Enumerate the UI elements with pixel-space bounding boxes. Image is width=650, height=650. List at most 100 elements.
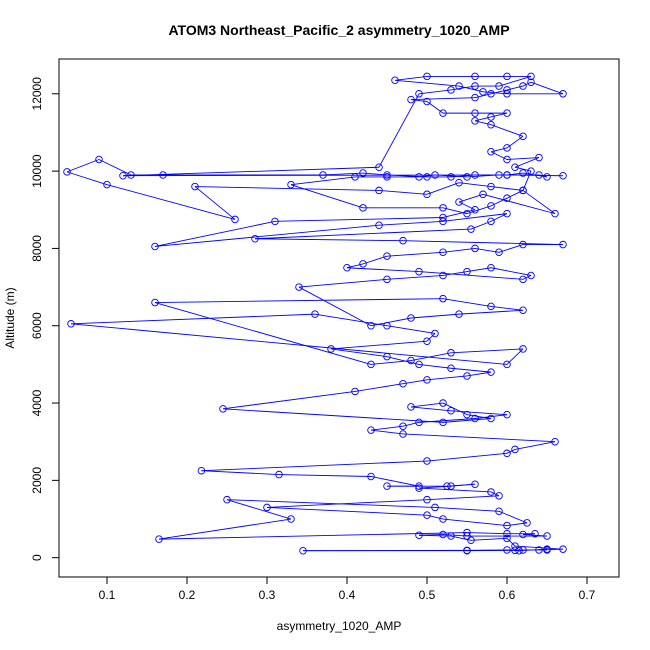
data-point: [375, 163, 383, 171]
data-point: [559, 240, 567, 249]
data-point: [471, 414, 479, 423]
series-segment: [402, 379, 428, 385]
x-tick-label: 0.7: [579, 588, 596, 602]
series-segment: [402, 240, 564, 246]
data-point: [559, 545, 567, 553]
data-point: [503, 72, 511, 81]
series-segment: [450, 348, 524, 354]
data-point: [151, 242, 159, 251]
data-point: [503, 410, 511, 419]
data-point: [367, 426, 375, 434]
series-lines: [66, 75, 564, 552]
data-point: [479, 190, 487, 199]
data-point: [511, 546, 519, 555]
series-segment: [522, 275, 532, 280]
data-point: [423, 337, 431, 345]
series-segment: [426, 514, 444, 520]
series-segment: [226, 499, 292, 520]
series-segment: [194, 186, 236, 220]
data-point: [495, 507, 503, 516]
series-segment: [418, 271, 524, 280]
data-point: [495, 171, 503, 179]
data-point: [471, 171, 479, 179]
x-tick-label: 0.1: [99, 588, 116, 602]
series-segment: [410, 402, 444, 408]
data-point: [155, 535, 163, 543]
data-point: [415, 484, 423, 492]
data-point: [503, 194, 511, 202]
series-segment: [154, 220, 276, 247]
data-point: [487, 90, 495, 98]
series-segment: [70, 313, 316, 325]
series-segment: [442, 298, 492, 307]
series-segment: [346, 267, 420, 273]
series-segment: [330, 340, 428, 350]
data-point: [343, 263, 351, 272]
data-point: [423, 173, 431, 181]
data-point: [519, 275, 527, 284]
data-point: [319, 171, 327, 179]
data-point: [63, 168, 71, 176]
series-segment: [378, 93, 420, 168]
data-point: [447, 407, 455, 415]
data-point: [535, 153, 543, 162]
series-segment: [426, 452, 508, 462]
data-point: [391, 76, 399, 85]
data-point: [519, 132, 527, 141]
series-segment: [386, 251, 444, 257]
data-point: [299, 546, 307, 555]
series-segment: [222, 408, 444, 423]
data-point: [423, 72, 431, 81]
data-point: [191, 182, 199, 191]
data-point: [375, 221, 383, 229]
data-point: [367, 321, 375, 330]
series-segment: [330, 348, 388, 358]
data-point: [463, 267, 471, 276]
data-point: [519, 546, 527, 554]
chart-title: ATOM3 Northeast_Pacific_2 asymmetry_1020…: [168, 22, 509, 38]
series-segment: [418, 363, 452, 369]
y-tick-label: 12000: [30, 77, 44, 111]
x-tick-label: 0.4: [339, 588, 356, 602]
series-segment: [490, 112, 508, 118]
series-segment: [410, 97, 476, 101]
series-segment: [466, 267, 492, 273]
data-point: [415, 267, 423, 276]
data-point: [455, 310, 463, 318]
data-point: [399, 379, 407, 388]
series-segment: [506, 549, 520, 552]
series-segment: [466, 532, 508, 535]
data-point: [519, 345, 527, 353]
data-point: [487, 302, 495, 311]
data-point: [119, 171, 127, 180]
data-point: [511, 542, 519, 550]
series-segment: [362, 255, 388, 265]
data-point: [327, 345, 335, 353]
data-point: [375, 186, 383, 195]
data-point: [415, 90, 423, 98]
y-tick-label: 8000: [30, 235, 44, 262]
data-point: [439, 530, 447, 539]
data-point: [415, 173, 423, 181]
series-segment: [506, 538, 516, 547]
series-segment: [394, 79, 460, 87]
data-point: [399, 430, 407, 438]
data-point: [399, 236, 407, 245]
series-segment: [474, 93, 492, 99]
data-point: [223, 495, 231, 504]
data-point: [543, 173, 551, 181]
data-point: [551, 437, 559, 446]
series-segment: [418, 534, 444, 536]
series-segment: [370, 317, 412, 327]
series-segment: [266, 506, 428, 516]
data-point: [423, 457, 431, 465]
data-point: [423, 511, 431, 519]
data-point: [423, 376, 431, 384]
data-point: [423, 97, 431, 106]
data-point: [287, 515, 295, 523]
data-point: [527, 72, 535, 81]
data-point: [415, 531, 423, 540]
series-segment: [290, 176, 356, 186]
series-segment: [158, 518, 292, 540]
series-segment: [122, 166, 380, 177]
